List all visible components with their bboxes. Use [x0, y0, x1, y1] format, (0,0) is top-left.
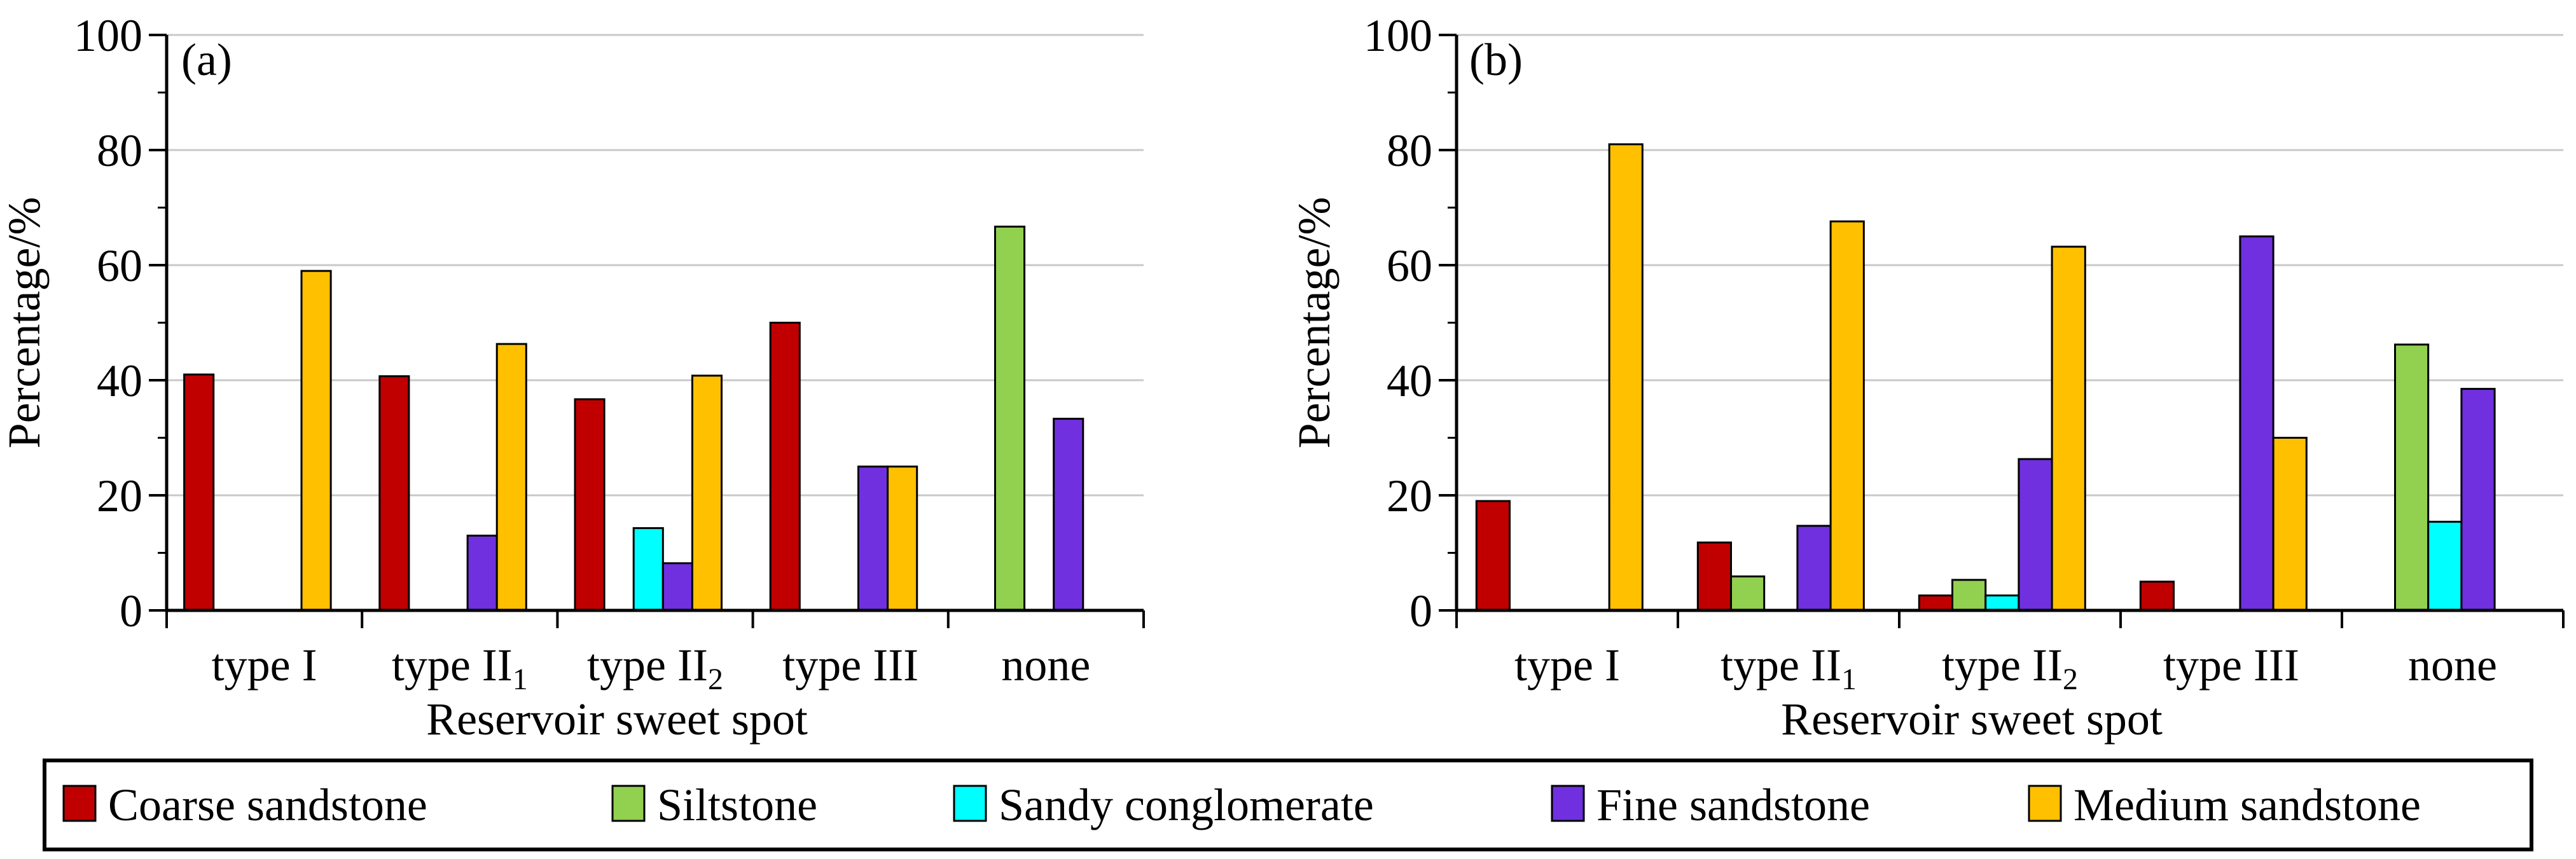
bar-sandy-conglomerate: [1984, 594, 2020, 612]
legend-swatch: [1551, 785, 1585, 822]
y-tick-label: 20: [1387, 471, 1432, 521]
y-tick-label: 60: [1387, 240, 1432, 291]
legend-label: Fine sandstone: [1596, 780, 1870, 830]
y-tick-label: 40: [1387, 355, 1432, 406]
bar-sandy-conglomerate: [632, 527, 664, 612]
category-name: none: [1001, 640, 1090, 691]
x-category-label: none: [1001, 640, 1090, 691]
bar-fine-sandstone: [2018, 458, 2053, 612]
x-category-label: type II1: [1721, 640, 1857, 696]
bar-sandy-conglomerate: [2427, 521, 2463, 612]
y-tick-label: 80: [97, 125, 142, 176]
x-category-label: type III: [2163, 640, 2299, 691]
legend-swatch: [2028, 785, 2062, 822]
bar-medium-sandstone: [887, 465, 918, 612]
bar-fine-sandstone: [661, 562, 693, 612]
bar-medium-sandstone: [495, 343, 527, 612]
category-name: type I: [212, 640, 317, 691]
y-tick-label: 40: [97, 355, 142, 406]
bar-fine-sandstone: [1053, 418, 1084, 612]
bar-fine-sandstone: [2239, 235, 2275, 612]
category-name: none: [2408, 640, 2497, 691]
x-category-label: type II2: [1942, 640, 2078, 696]
bar-coarse-sandstone: [2139, 581, 2175, 612]
y-axis-title: Percentage/%: [0, 197, 50, 449]
y-tick-label: 0: [120, 586, 142, 636]
bar-siltstone: [2394, 343, 2430, 612]
bar-coarse-sandstone: [1696, 541, 1733, 612]
y-tick-label: 20: [97, 471, 142, 521]
bar-coarse-sandstone: [574, 398, 606, 612]
legend-label: Sandy conglomerate: [999, 780, 1374, 830]
legend-swatch: [611, 785, 646, 822]
y-tick-label: 60: [97, 240, 142, 291]
y-tick-label: 100: [1364, 10, 1432, 61]
x-axis-title: Reservoir sweet spot: [1781, 694, 2163, 745]
y-tick-label: 80: [1387, 125, 1432, 176]
x-category-label: type III: [782, 640, 918, 691]
category-subscript: 2: [2063, 663, 2078, 696]
legend-label: Siltstone: [657, 780, 817, 830]
legend-label: Medium sandstone: [2074, 780, 2421, 830]
category-subscript: 1: [513, 663, 528, 696]
x-category-label: type I: [212, 640, 317, 691]
x-category-label: type II2: [587, 640, 723, 696]
category-name: type III: [782, 640, 918, 691]
category-subscript: 2: [708, 663, 723, 696]
category-name: type II: [1721, 640, 1841, 691]
x-axis-title: Reservoir sweet spot: [426, 694, 808, 745]
y-axis-title: Percentage/%: [1289, 197, 1340, 449]
bar-coarse-sandstone: [378, 375, 410, 612]
bar-fine-sandstone: [466, 534, 498, 612]
bar-medium-sandstone: [2051, 245, 2086, 612]
x-category-label: none: [2408, 640, 2497, 691]
category-name: type II: [1942, 640, 2063, 691]
bar-medium-sandstone: [2272, 437, 2308, 612]
bar-fine-sandstone: [1796, 525, 1832, 612]
legend-swatch: [953, 785, 987, 822]
bar-siltstone: [1730, 575, 1766, 612]
bar-fine-sandstone: [857, 465, 889, 612]
x-category-label: type I: [1514, 640, 1620, 691]
category-subscript: 1: [1841, 663, 1857, 696]
y-tick-label: 100: [74, 10, 142, 61]
legend-frame: [43, 759, 2533, 851]
bar-coarse-sandstone: [1918, 594, 1954, 612]
bar-medium-sandstone: [300, 270, 332, 612]
legend-label: Coarse sandstone: [108, 780, 427, 830]
category-name: type II: [587, 640, 708, 691]
x-category-label: type II1: [392, 640, 528, 696]
legend-swatch: [62, 785, 97, 822]
panel-label: (b): [1469, 34, 1523, 85]
legend: Coarse sandstone Siltstone Sandy conglomer…: [43, 759, 2533, 851]
bar-medium-sandstone: [1829, 220, 1865, 612]
panel-label: (a): [181, 34, 232, 85]
bar-fine-sandstone: [2460, 388, 2496, 612]
category-name: type I: [1514, 640, 1620, 691]
category-name: type III: [2163, 640, 2299, 691]
bar-coarse-sandstone: [769, 322, 801, 612]
bar-coarse-sandstone: [183, 373, 215, 612]
category-name: type II: [392, 640, 513, 691]
bar-medium-sandstone: [1608, 143, 1644, 612]
bar-siltstone: [994, 225, 1026, 612]
bar-medium-sandstone: [691, 375, 723, 612]
bar-siltstone: [1951, 579, 1987, 612]
y-tick-label: 0: [1409, 586, 1432, 636]
bar-coarse-sandstone: [1475, 500, 1511, 612]
